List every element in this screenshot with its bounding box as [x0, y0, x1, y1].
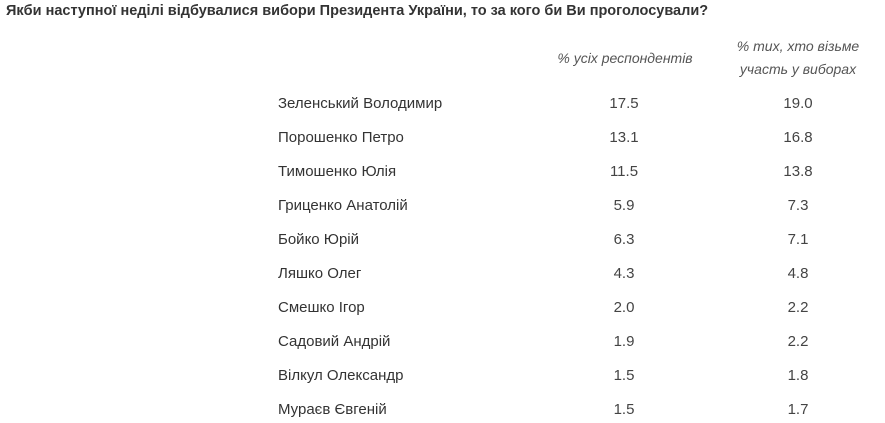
candidate-name: Бойко Юрій: [278, 231, 360, 248]
percent-voters: 16.8: [783, 129, 813, 146]
percent-voters: 2.2: [787, 299, 809, 316]
percent-all: 17.5: [609, 95, 639, 112]
column-header: % усіх респондентів: [557, 50, 693, 66]
percent-voters: 19.0: [783, 95, 813, 112]
percent-all: 11.5: [609, 163, 639, 180]
percent-voters: 2.2: [787, 333, 809, 350]
column-header: % тих, хто візьме участь у виборах: [736, 38, 860, 77]
percent-all: 13.1: [609, 129, 639, 146]
candidate-name: Мураєв Євгеній: [278, 401, 387, 418]
percent-all: 5.9: [613, 197, 635, 214]
percent-all: 6.3: [613, 231, 635, 248]
candidate-name: Зеленський Володимир: [278, 95, 443, 112]
candidate-name: Тимошенко Юлія: [278, 163, 397, 180]
candidate-name: Смешко Ігор: [278, 299, 365, 316]
candidate-name: Ляшко Олег: [278, 265, 362, 282]
percent-all: 1.9: [613, 333, 635, 350]
percent-voters: 4.8: [787, 265, 809, 282]
candidate-name: Вілкул Олександр: [278, 367, 404, 384]
percent-voters: 1.7: [787, 401, 809, 418]
percent-voters: 13.8: [783, 163, 813, 180]
percent-voters: 7.3: [787, 197, 809, 214]
percent-all: 1.5: [613, 401, 635, 418]
candidate-name: Порошенко Петро: [278, 129, 404, 146]
percent-all: 2.0: [613, 299, 635, 316]
candidate-name: Садовий Андрій: [278, 333, 391, 350]
percent-all: 4.3: [613, 265, 635, 282]
percent-voters: 7.1: [787, 231, 809, 248]
candidate-name: Гриценко Анатолій: [278, 197, 408, 214]
percent-voters: 1.8: [787, 367, 809, 384]
percent-all: 1.5: [613, 367, 635, 384]
title: Якби наступної неділі відбувалися вибори…: [6, 3, 709, 19]
